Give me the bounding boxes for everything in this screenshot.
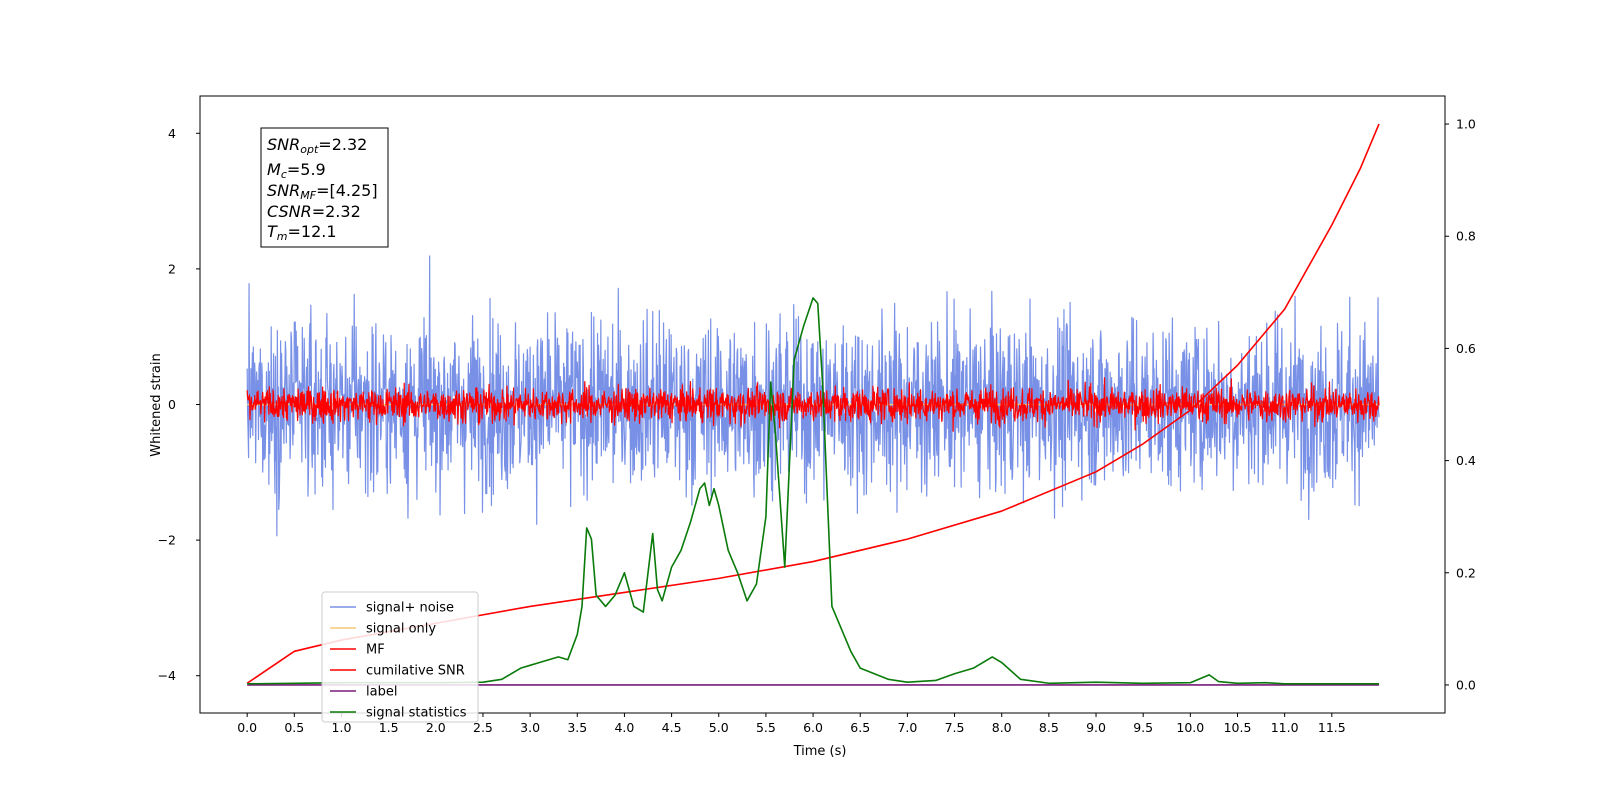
y2-tick-label: 0.0	[1456, 677, 1476, 692]
x-tick-label: 11.5	[1318, 720, 1346, 735]
legend-entries: signal+ noise signal only MF cumilative SNR…	[330, 601, 467, 721]
info-box: SNRopt=2.32 Mc=5.9 SNRMF=[4.25] CSNR=2.3…	[260, 127, 389, 248]
info-line-snr-opt: SNRopt=2.32	[267, 135, 367, 156]
info-line-mc: Mc=5.9	[267, 160, 326, 181]
y-tick-label: −4	[158, 668, 176, 683]
series-line-signal-noise	[246, 255, 1380, 537]
x-tick-label: 3.5	[567, 720, 587, 735]
x-tick-label: 6.5	[850, 720, 870, 735]
legend-frame	[321, 591, 479, 723]
x-tick-label: 7.5	[945, 720, 965, 735]
legend-label: MF	[366, 643, 385, 658]
series-line-mf	[246, 377, 1380, 432]
x-tick-label: 10.5	[1224, 720, 1252, 735]
legend-label: cumilative SNR	[366, 664, 465, 679]
legend-label: signal+ noise	[366, 601, 454, 616]
y2-tick-label: 0.2	[1456, 565, 1476, 580]
y2-tick-label: 0.4	[1456, 453, 1476, 468]
info-box-frame	[260, 127, 389, 248]
info-line-csnr: CSNR=2.32	[267, 202, 361, 221]
series-line-signal-statistics	[247, 297, 1379, 685]
x-tick-label: 8.0	[992, 720, 1012, 735]
legend-label: signal statistics	[366, 706, 467, 721]
x-tick-label: 3.0	[520, 720, 540, 735]
legend-label: signal only	[366, 622, 436, 637]
y-tick-label: 2	[168, 261, 176, 276]
x-tick-label: 4.5	[662, 720, 682, 735]
x-axis-label: Time (s)	[793, 744, 847, 759]
x-tick-label: 0.5	[284, 720, 304, 735]
x-tick-label: 6.0	[803, 720, 823, 735]
y2-tick-label: 0.8	[1456, 229, 1476, 244]
x-tick-label: 1.5	[379, 720, 399, 735]
x-tick-label: 8.5	[1039, 720, 1059, 735]
x-tick-label: 5.5	[756, 720, 776, 735]
y2-tick-label: 1.0	[1456, 117, 1476, 132]
x-tick-label: 10.0	[1176, 720, 1204, 735]
x-tick-label: 7.0	[897, 720, 917, 735]
x-tick-label: 1.0	[332, 720, 352, 735]
x-tick-label: 0.0	[237, 720, 257, 735]
x-tick-label: 11.0	[1271, 720, 1299, 735]
x-tick-label: 5.0	[709, 720, 729, 735]
x-tick-label: 9.5	[1133, 720, 1153, 735]
y-tick-label: −2	[158, 533, 176, 548]
legend: signal+ noise signal only MF cumilative SNR…	[321, 591, 479, 723]
x-tick-label: 2.0	[426, 720, 446, 735]
x-tick-label: 9.0	[1086, 720, 1106, 735]
y-tick-label: 4	[168, 126, 176, 141]
info-line-tm: Tm=12.1	[267, 222, 337, 243]
x-tick-label: 4.0	[614, 720, 634, 735]
y2-tick-label: 0.6	[1456, 341, 1476, 356]
axes-layer: 0.0 0.5 1.0 1.5 2.0 2.5 3.0 3.5 4.0 4.5 5.0 5.5 6.0 6…	[158, 117, 1476, 735]
legend-label: label	[366, 685, 397, 700]
x-tick-label: 2.5	[473, 720, 493, 735]
info-line-snr-mf: SNRMF=[4.25]	[267, 181, 378, 202]
y-tick-label: 0	[168, 397, 176, 412]
y-axis-label: Whitened strain	[149, 353, 164, 456]
